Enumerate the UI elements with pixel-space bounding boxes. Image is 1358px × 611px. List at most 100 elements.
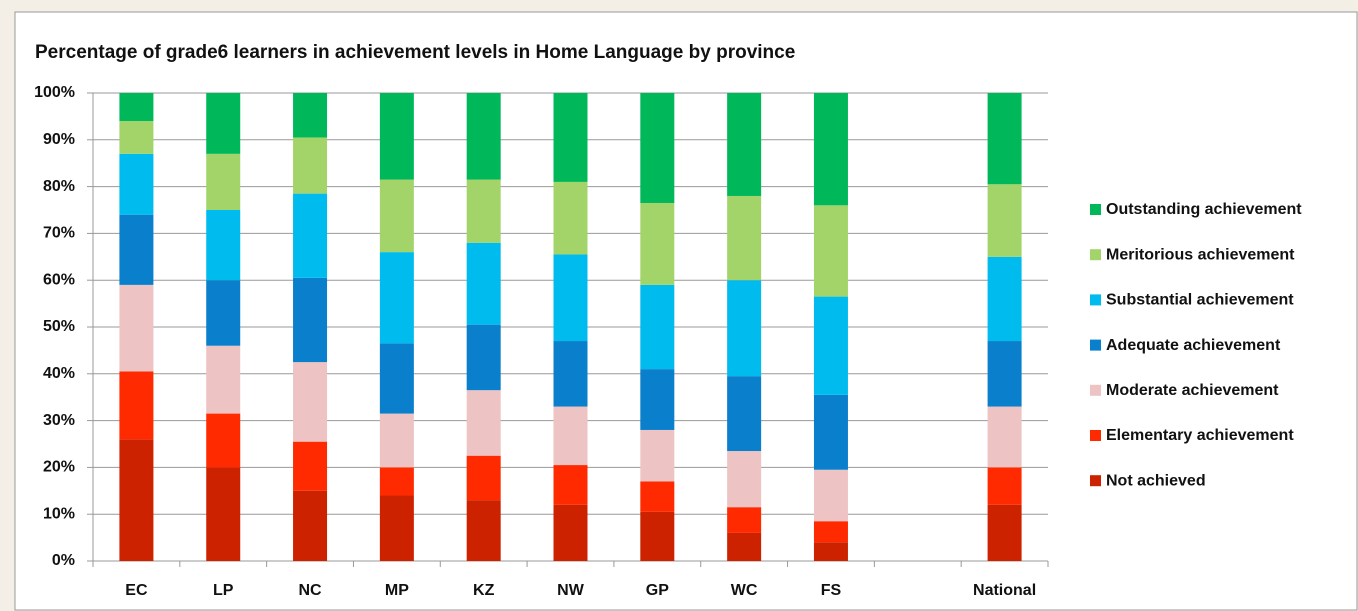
x-tick-label: LP [213, 582, 234, 599]
bar-segment [466, 500, 501, 561]
bar-segment [379, 252, 414, 344]
bar-segment [119, 93, 154, 122]
bar-segment [379, 93, 414, 180]
bar-segment [206, 153, 241, 210]
y-tick-label: 50% [43, 318, 75, 335]
legend-swatch [1090, 475, 1101, 487]
bar-segment [293, 137, 328, 194]
bar-segment [466, 324, 501, 391]
bar-segment [640, 93, 675, 203]
y-tick-label: 60% [43, 271, 75, 288]
bar-segment [813, 394, 848, 470]
bar-segment [466, 242, 501, 325]
bar-segment [119, 121, 154, 154]
x-tick-label: EC [125, 582, 148, 599]
bar-segment [466, 179, 501, 243]
bar-segment [553, 465, 588, 505]
legend-label: Meritorious achievement [1106, 246, 1295, 263]
bar-segment [640, 481, 675, 512]
x-tick-label: MP [385, 582, 409, 599]
bar-segment [727, 532, 762, 561]
bar-segment [206, 210, 241, 281]
bar-segment [466, 390, 501, 456]
x-tick-label: National [973, 582, 1036, 599]
legend-label: Substantial achievement [1106, 292, 1294, 309]
bar-segment [987, 93, 1022, 185]
bar-segment [293, 93, 328, 138]
bar-segment [813, 521, 848, 543]
bar-segment [640, 202, 675, 285]
bar-segment [379, 495, 414, 561]
bar-segment [119, 214, 154, 285]
bar-segment [119, 439, 154, 561]
bar-segment [379, 343, 414, 414]
bar-segment [987, 256, 1022, 342]
legend-swatch [1090, 430, 1101, 441]
chart-title: Percentage of grade6 learners in achieve… [35, 42, 795, 63]
y-tick-label: 70% [43, 225, 75, 242]
bar-segment [640, 511, 675, 561]
x-tick-label: KZ [473, 582, 495, 599]
bar-segment [553, 341, 588, 407]
bar-segment [813, 93, 848, 206]
bar-segment [640, 369, 675, 430]
bar-segment [553, 254, 588, 342]
bar-segment [379, 179, 414, 253]
y-tick-label: 10% [43, 505, 75, 522]
bar-segment [466, 93, 501, 180]
bar-segment [466, 455, 501, 501]
x-tick-label: NC [298, 582, 322, 599]
bar-segment [293, 193, 328, 278]
x-tick-label: FS [821, 582, 842, 599]
y-tick-label: 80% [43, 178, 75, 195]
bar-segment [640, 429, 675, 482]
y-tick-label: 30% [43, 412, 75, 429]
bar-segment [727, 93, 762, 196]
bar-segment [206, 413, 241, 468]
bar-segment [293, 490, 328, 561]
bar-segment [727, 376, 762, 452]
bar-segment [379, 467, 414, 496]
bar-segment [119, 153, 154, 215]
bar-segment [206, 280, 241, 346]
bar-segment [206, 345, 241, 414]
y-tick-label: 40% [43, 365, 75, 382]
legend-label: Outstanding achievement [1106, 201, 1302, 218]
bar-segment [727, 451, 762, 508]
bar-segment [553, 93, 588, 182]
bar-segment [987, 406, 1022, 468]
bar-segment [206, 93, 241, 154]
bar-segment [813, 469, 848, 522]
bar-segment [987, 467, 1022, 505]
bar-segment [813, 205, 848, 297]
y-tick-label: 0% [52, 552, 75, 569]
bar-segment [640, 284, 675, 370]
bar-segment [553, 406, 588, 466]
legend-swatch [1090, 204, 1101, 215]
bar-segment [206, 467, 241, 561]
bar-segment [119, 371, 154, 440]
legend-label: Adequate achievement [1106, 337, 1281, 354]
bar-segment [727, 195, 762, 281]
x-tick-label: NW [557, 582, 585, 599]
y-tick-label: 20% [43, 459, 75, 476]
legend-swatch [1090, 384, 1101, 396]
bar-segment [987, 504, 1022, 561]
legend-label: Elementary achievement [1106, 427, 1294, 444]
x-tick-label: GP [646, 582, 669, 599]
bar-segment [987, 341, 1022, 407]
x-tick-label: WC [731, 582, 758, 599]
bar-segment [293, 441, 328, 491]
bar-segment [727, 507, 762, 533]
y-tick-label: 100% [34, 84, 75, 101]
legend-swatch [1090, 339, 1101, 351]
legend-label: Not achieved [1106, 472, 1206, 489]
bar-segment [293, 277, 328, 363]
bar-segment [379, 413, 414, 468]
bar-segment [987, 184, 1022, 257]
bar-segment [119, 284, 154, 372]
bar-segment [553, 504, 588, 561]
bar-segment [813, 296, 848, 395]
bar-segment [727, 280, 762, 377]
